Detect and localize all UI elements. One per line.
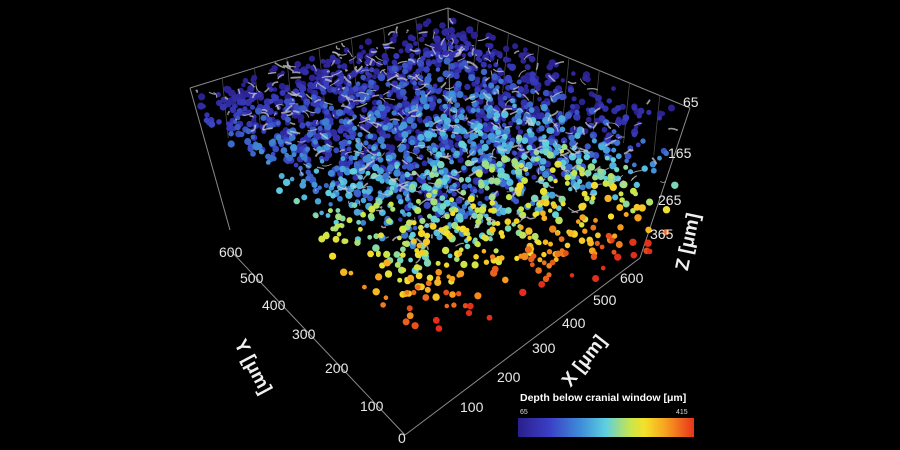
z-tick-365: 365 [650, 226, 674, 242]
y-tick-300: 300 [292, 326, 316, 342]
x-tick-600: 600 [620, 270, 644, 286]
colorbar-max-label: 415 [676, 409, 688, 416]
y-tick-600: 600 [219, 244, 243, 260]
z-tick-265: 265 [658, 192, 682, 208]
y-tick-500: 500 [240, 270, 264, 286]
colorbar-gradient [518, 418, 694, 437]
colorbar-title: Depth below cranial window [μm] [520, 392, 687, 404]
colorbar-min-label: 65 [520, 409, 528, 416]
x-tick-300: 300 [532, 340, 556, 356]
x-tick-100: 100 [460, 399, 484, 415]
z-tick-165: 165 [668, 145, 692, 161]
y-tick-400: 400 [262, 297, 286, 313]
cell-volume [195, 17, 679, 332]
y-tick-100: 100 [360, 398, 384, 414]
x-tick-400: 400 [562, 315, 586, 331]
y-tick-0: 0 [398, 430, 406, 446]
y-tick-200: 200 [325, 360, 349, 376]
x-tick-200: 200 [497, 369, 521, 385]
x-tick-500: 500 [593, 292, 617, 308]
z-tick-65: 65 [683, 94, 699, 110]
